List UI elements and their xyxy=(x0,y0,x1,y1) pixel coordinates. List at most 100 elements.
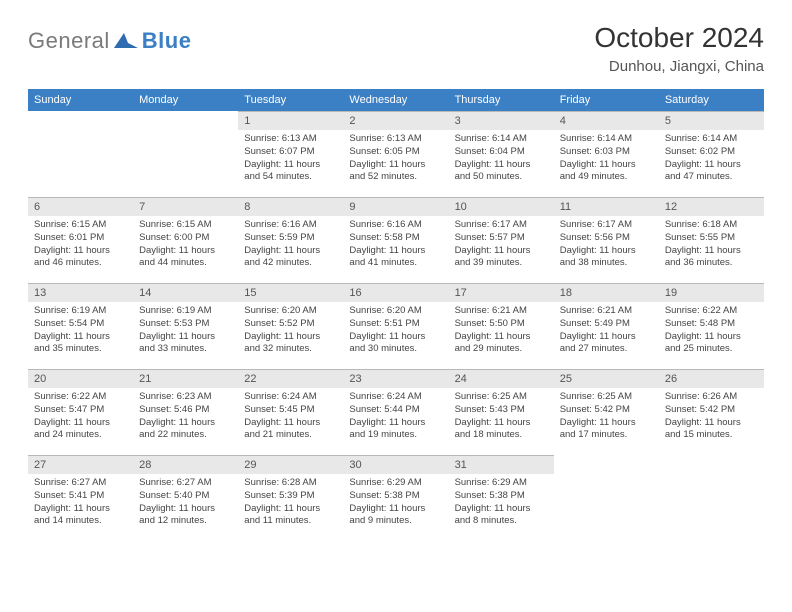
sunrise-text: Sunrise: 6:16 AM xyxy=(349,219,442,232)
daylight-line-2: and 29 minutes. xyxy=(455,343,548,356)
calendar-cell: 16Sunrise: 6:20 AMSunset: 5:51 PMDayligh… xyxy=(343,283,448,369)
sunrise-text: Sunrise: 6:14 AM xyxy=(665,133,758,146)
day-number: 7 xyxy=(133,197,238,216)
day-number: 11 xyxy=(554,197,659,216)
sunrise-text: Sunrise: 6:24 AM xyxy=(349,391,442,404)
calendar-cell: 5Sunrise: 6:14 AMSunset: 6:02 PMDaylight… xyxy=(659,111,764,197)
day-header: Tuesday xyxy=(238,89,343,111)
calendar-cell: 20Sunrise: 6:22 AMSunset: 5:47 PMDayligh… xyxy=(28,369,133,455)
day-details: Sunrise: 6:19 AMSunset: 5:54 PMDaylight:… xyxy=(28,302,133,360)
sunset-text: Sunset: 6:01 PM xyxy=(34,232,127,245)
sunrise-text: Sunrise: 6:19 AM xyxy=(34,305,127,318)
sunset-text: Sunset: 5:45 PM xyxy=(244,404,337,417)
calendar-cell: 17Sunrise: 6:21 AMSunset: 5:50 PMDayligh… xyxy=(449,283,554,369)
sunset-text: Sunset: 5:40 PM xyxy=(139,490,232,503)
calendar-cell: 19Sunrise: 6:22 AMSunset: 5:48 PMDayligh… xyxy=(659,283,764,369)
daylight-line-2: and 41 minutes. xyxy=(349,257,442,270)
daylight-line-2: and 27 minutes. xyxy=(560,343,653,356)
logo: General Blue xyxy=(28,28,191,54)
sunrise-text: Sunrise: 6:22 AM xyxy=(34,391,127,404)
daylight-line-2: and 32 minutes. xyxy=(244,343,337,356)
daylight-line-1: Daylight: 11 hours xyxy=(349,417,442,430)
calendar-cell: 1Sunrise: 6:13 AMSunset: 6:07 PMDaylight… xyxy=(238,111,343,197)
calendar-table: SundayMondayTuesdayWednesdayThursdayFrid… xyxy=(28,89,764,541)
calendar-body: 1Sunrise: 6:13 AMSunset: 6:07 PMDaylight… xyxy=(28,111,764,541)
daylight-line-1: Daylight: 11 hours xyxy=(349,245,442,258)
day-number: 19 xyxy=(659,283,764,302)
calendar-cell: 24Sunrise: 6:25 AMSunset: 5:43 PMDayligh… xyxy=(449,369,554,455)
sunset-text: Sunset: 5:44 PM xyxy=(349,404,442,417)
daylight-line-2: and 12 minutes. xyxy=(139,515,232,528)
daylight-line-2: and 50 minutes. xyxy=(455,171,548,184)
daylight-line-1: Daylight: 11 hours xyxy=(665,245,758,258)
day-details: Sunrise: 6:14 AMSunset: 6:03 PMDaylight:… xyxy=(554,130,659,188)
sunset-text: Sunset: 5:38 PM xyxy=(349,490,442,503)
daylight-line-2: and 44 minutes. xyxy=(139,257,232,270)
day-number: 10 xyxy=(449,197,554,216)
calendar-cell: 11Sunrise: 6:17 AMSunset: 5:56 PMDayligh… xyxy=(554,197,659,283)
calendar-cell: 7Sunrise: 6:15 AMSunset: 6:00 PMDaylight… xyxy=(133,197,238,283)
logo-word-2: Blue xyxy=(142,28,192,54)
day-number: 6 xyxy=(28,197,133,216)
sunset-text: Sunset: 5:47 PM xyxy=(34,404,127,417)
daylight-line-2: and 17 minutes. xyxy=(560,429,653,442)
sunset-text: Sunset: 5:43 PM xyxy=(455,404,548,417)
sunset-text: Sunset: 5:46 PM xyxy=(139,404,232,417)
day-details: Sunrise: 6:13 AMSunset: 6:07 PMDaylight:… xyxy=(238,130,343,188)
day-details: Sunrise: 6:16 AMSunset: 5:58 PMDaylight:… xyxy=(343,216,448,274)
day-header: Friday xyxy=(554,89,659,111)
daylight-line-2: and 54 minutes. xyxy=(244,171,337,184)
sunset-text: Sunset: 5:53 PM xyxy=(139,318,232,331)
calendar-cell: 31Sunrise: 6:29 AMSunset: 5:38 PMDayligh… xyxy=(449,455,554,541)
daylight-line-2: and 30 minutes. xyxy=(349,343,442,356)
sunset-text: Sunset: 5:59 PM xyxy=(244,232,337,245)
calendar-cell: 26Sunrise: 6:26 AMSunset: 5:42 PMDayligh… xyxy=(659,369,764,455)
daylight-line-2: and 18 minutes. xyxy=(455,429,548,442)
daylight-line-1: Daylight: 11 hours xyxy=(34,245,127,258)
day-details: Sunrise: 6:24 AMSunset: 5:45 PMDaylight:… xyxy=(238,388,343,446)
location-text: Dunhou, Jiangxi, China xyxy=(594,58,764,75)
sunset-text: Sunset: 6:03 PM xyxy=(560,146,653,159)
calendar-week-row: 27Sunrise: 6:27 AMSunset: 5:41 PMDayligh… xyxy=(28,455,764,541)
calendar-week-row: 1Sunrise: 6:13 AMSunset: 6:07 PMDaylight… xyxy=(28,111,764,197)
daylight-line-2: and 9 minutes. xyxy=(349,515,442,528)
daylight-line-1: Daylight: 11 hours xyxy=(139,417,232,430)
day-number: 18 xyxy=(554,283,659,302)
sunrise-text: Sunrise: 6:21 AM xyxy=(560,305,653,318)
calendar-cell: 28Sunrise: 6:27 AMSunset: 5:40 PMDayligh… xyxy=(133,455,238,541)
day-details: Sunrise: 6:27 AMSunset: 5:40 PMDaylight:… xyxy=(133,474,238,532)
daylight-line-1: Daylight: 11 hours xyxy=(455,331,548,344)
sunrise-text: Sunrise: 6:20 AM xyxy=(244,305,337,318)
daylight-line-2: and 38 minutes. xyxy=(560,257,653,270)
day-details: Sunrise: 6:25 AMSunset: 5:42 PMDaylight:… xyxy=(554,388,659,446)
day-header: Wednesday xyxy=(343,89,448,111)
sunset-text: Sunset: 5:41 PM xyxy=(34,490,127,503)
calendar-cell xyxy=(28,111,133,197)
day-details: Sunrise: 6:19 AMSunset: 5:53 PMDaylight:… xyxy=(133,302,238,360)
day-details: Sunrise: 6:22 AMSunset: 5:47 PMDaylight:… xyxy=(28,388,133,446)
daylight-line-1: Daylight: 11 hours xyxy=(455,503,548,516)
sunset-text: Sunset: 5:38 PM xyxy=(455,490,548,503)
calendar-cell: 10Sunrise: 6:17 AMSunset: 5:57 PMDayligh… xyxy=(449,197,554,283)
day-details: Sunrise: 6:24 AMSunset: 5:44 PMDaylight:… xyxy=(343,388,448,446)
sunrise-text: Sunrise: 6:27 AM xyxy=(139,477,232,490)
daylight-line-1: Daylight: 11 hours xyxy=(139,503,232,516)
sunrise-text: Sunrise: 6:15 AM xyxy=(34,219,127,232)
daylight-line-2: and 33 minutes. xyxy=(139,343,232,356)
sunset-text: Sunset: 6:02 PM xyxy=(665,146,758,159)
sunset-text: Sunset: 5:56 PM xyxy=(560,232,653,245)
daylight-line-2: and 8 minutes. xyxy=(455,515,548,528)
day-number: 21 xyxy=(133,369,238,388)
daylight-line-1: Daylight: 11 hours xyxy=(560,159,653,172)
month-title: October 2024 xyxy=(594,22,764,54)
sunrise-text: Sunrise: 6:21 AM xyxy=(455,305,548,318)
day-number: 16 xyxy=(343,283,448,302)
daylight-line-1: Daylight: 11 hours xyxy=(34,331,127,344)
sunset-text: Sunset: 5:49 PM xyxy=(560,318,653,331)
sunrise-text: Sunrise: 6:20 AM xyxy=(349,305,442,318)
day-details: Sunrise: 6:15 AMSunset: 6:00 PMDaylight:… xyxy=(133,216,238,274)
daylight-line-2: and 47 minutes. xyxy=(665,171,758,184)
sunset-text: Sunset: 6:07 PM xyxy=(244,146,337,159)
day-number: 3 xyxy=(449,111,554,130)
sunrise-text: Sunrise: 6:26 AM xyxy=(665,391,758,404)
